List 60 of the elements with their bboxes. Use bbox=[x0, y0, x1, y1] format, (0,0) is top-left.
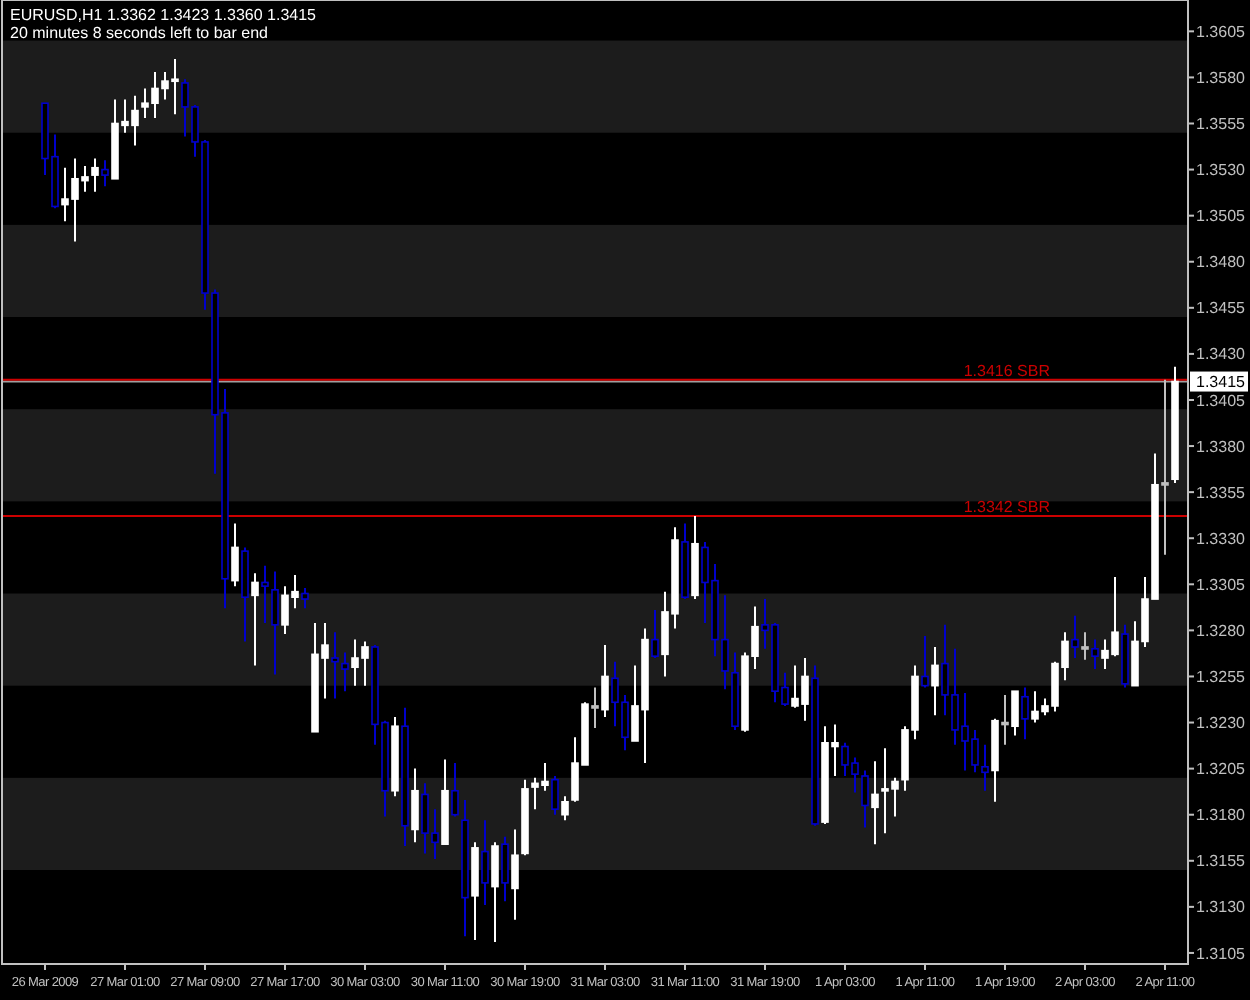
y-tick-label: 1.3255 bbox=[1196, 668, 1247, 687]
y-tick-label: 1.3380 bbox=[1196, 437, 1247, 456]
y-tick-label: 1.3480 bbox=[1196, 253, 1247, 272]
ref-line-label: 1.3342 SBR bbox=[963, 498, 1051, 517]
y-tick-label: 1.3230 bbox=[1196, 714, 1247, 733]
y-tick-label: 1.3605 bbox=[1196, 22, 1247, 41]
candlestick bbox=[931, 645, 939, 717]
candlestick bbox=[261, 564, 269, 625]
candlestick bbox=[1011, 690, 1019, 737]
candlestick bbox=[591, 686, 599, 730]
candlestick bbox=[1161, 378, 1169, 556]
y-tick-label: 1.3180 bbox=[1196, 806, 1247, 825]
y-tick-label: 1.3280 bbox=[1196, 621, 1247, 640]
y-tick-label: 1.3530 bbox=[1196, 161, 1247, 180]
candlestick bbox=[981, 743, 989, 792]
y-tick-label: 1.3405 bbox=[1196, 391, 1247, 410]
candlestick bbox=[411, 767, 419, 844]
y-tick-label: 1.3555 bbox=[1196, 115, 1247, 134]
candlestick bbox=[231, 522, 239, 588]
y-tick-label: 1.3430 bbox=[1196, 345, 1247, 364]
candlestick bbox=[451, 762, 459, 818]
candlestick bbox=[511, 828, 519, 921]
candlestick bbox=[1081, 631, 1089, 661]
candlestick bbox=[101, 159, 109, 188]
candlestick bbox=[651, 609, 659, 660]
candlestick bbox=[551, 774, 559, 816]
y-tick-label: 1.3455 bbox=[1196, 299, 1247, 318]
chart-title: EURUSD,H1 1.3362 1.3423 1.3360 1.3415 bbox=[10, 6, 318, 24]
candlestick bbox=[1001, 693, 1009, 746]
y-tick-label: 1.3305 bbox=[1196, 575, 1247, 594]
candlestick bbox=[1071, 614, 1079, 660]
candlestick bbox=[1021, 686, 1029, 741]
candlestick bbox=[561, 795, 569, 822]
candlestick bbox=[341, 651, 349, 693]
candlestick bbox=[1091, 638, 1099, 671]
candlestick bbox=[601, 644, 609, 719]
candlestick bbox=[481, 819, 489, 907]
candlestick bbox=[301, 586, 309, 610]
y-tick-label: 1.3155 bbox=[1196, 852, 1247, 871]
y-tick-label: 1.3580 bbox=[1196, 69, 1247, 88]
y-tick-label: 1.3505 bbox=[1196, 207, 1247, 226]
y-tick-label: 1.3355 bbox=[1196, 483, 1247, 502]
text: 20 minutes 8 seconds left to bar end bbox=[10, 24, 268, 42]
candlestick bbox=[861, 769, 869, 829]
ref-line-label: 1.3416 SBR bbox=[963, 361, 1051, 380]
candlestick bbox=[471, 841, 479, 942]
candlestick bbox=[501, 835, 509, 903]
candlestick bbox=[871, 760, 879, 846]
text: 1.3415 bbox=[1196, 373, 1247, 392]
y-tick-label: 1.3205 bbox=[1196, 760, 1247, 779]
candlestick bbox=[271, 570, 279, 676]
candlestick bbox=[331, 631, 339, 700]
candlestick bbox=[251, 572, 259, 667]
candlestick bbox=[491, 841, 499, 943]
candlestick bbox=[91, 157, 99, 193]
y-tick-label: 1.3105 bbox=[1196, 944, 1247, 963]
candlestick bbox=[921, 634, 929, 689]
y-tick-label: 1.3130 bbox=[1196, 898, 1247, 917]
candlestick bbox=[241, 546, 249, 643]
y-tick-label: 1.3330 bbox=[1196, 529, 1247, 548]
